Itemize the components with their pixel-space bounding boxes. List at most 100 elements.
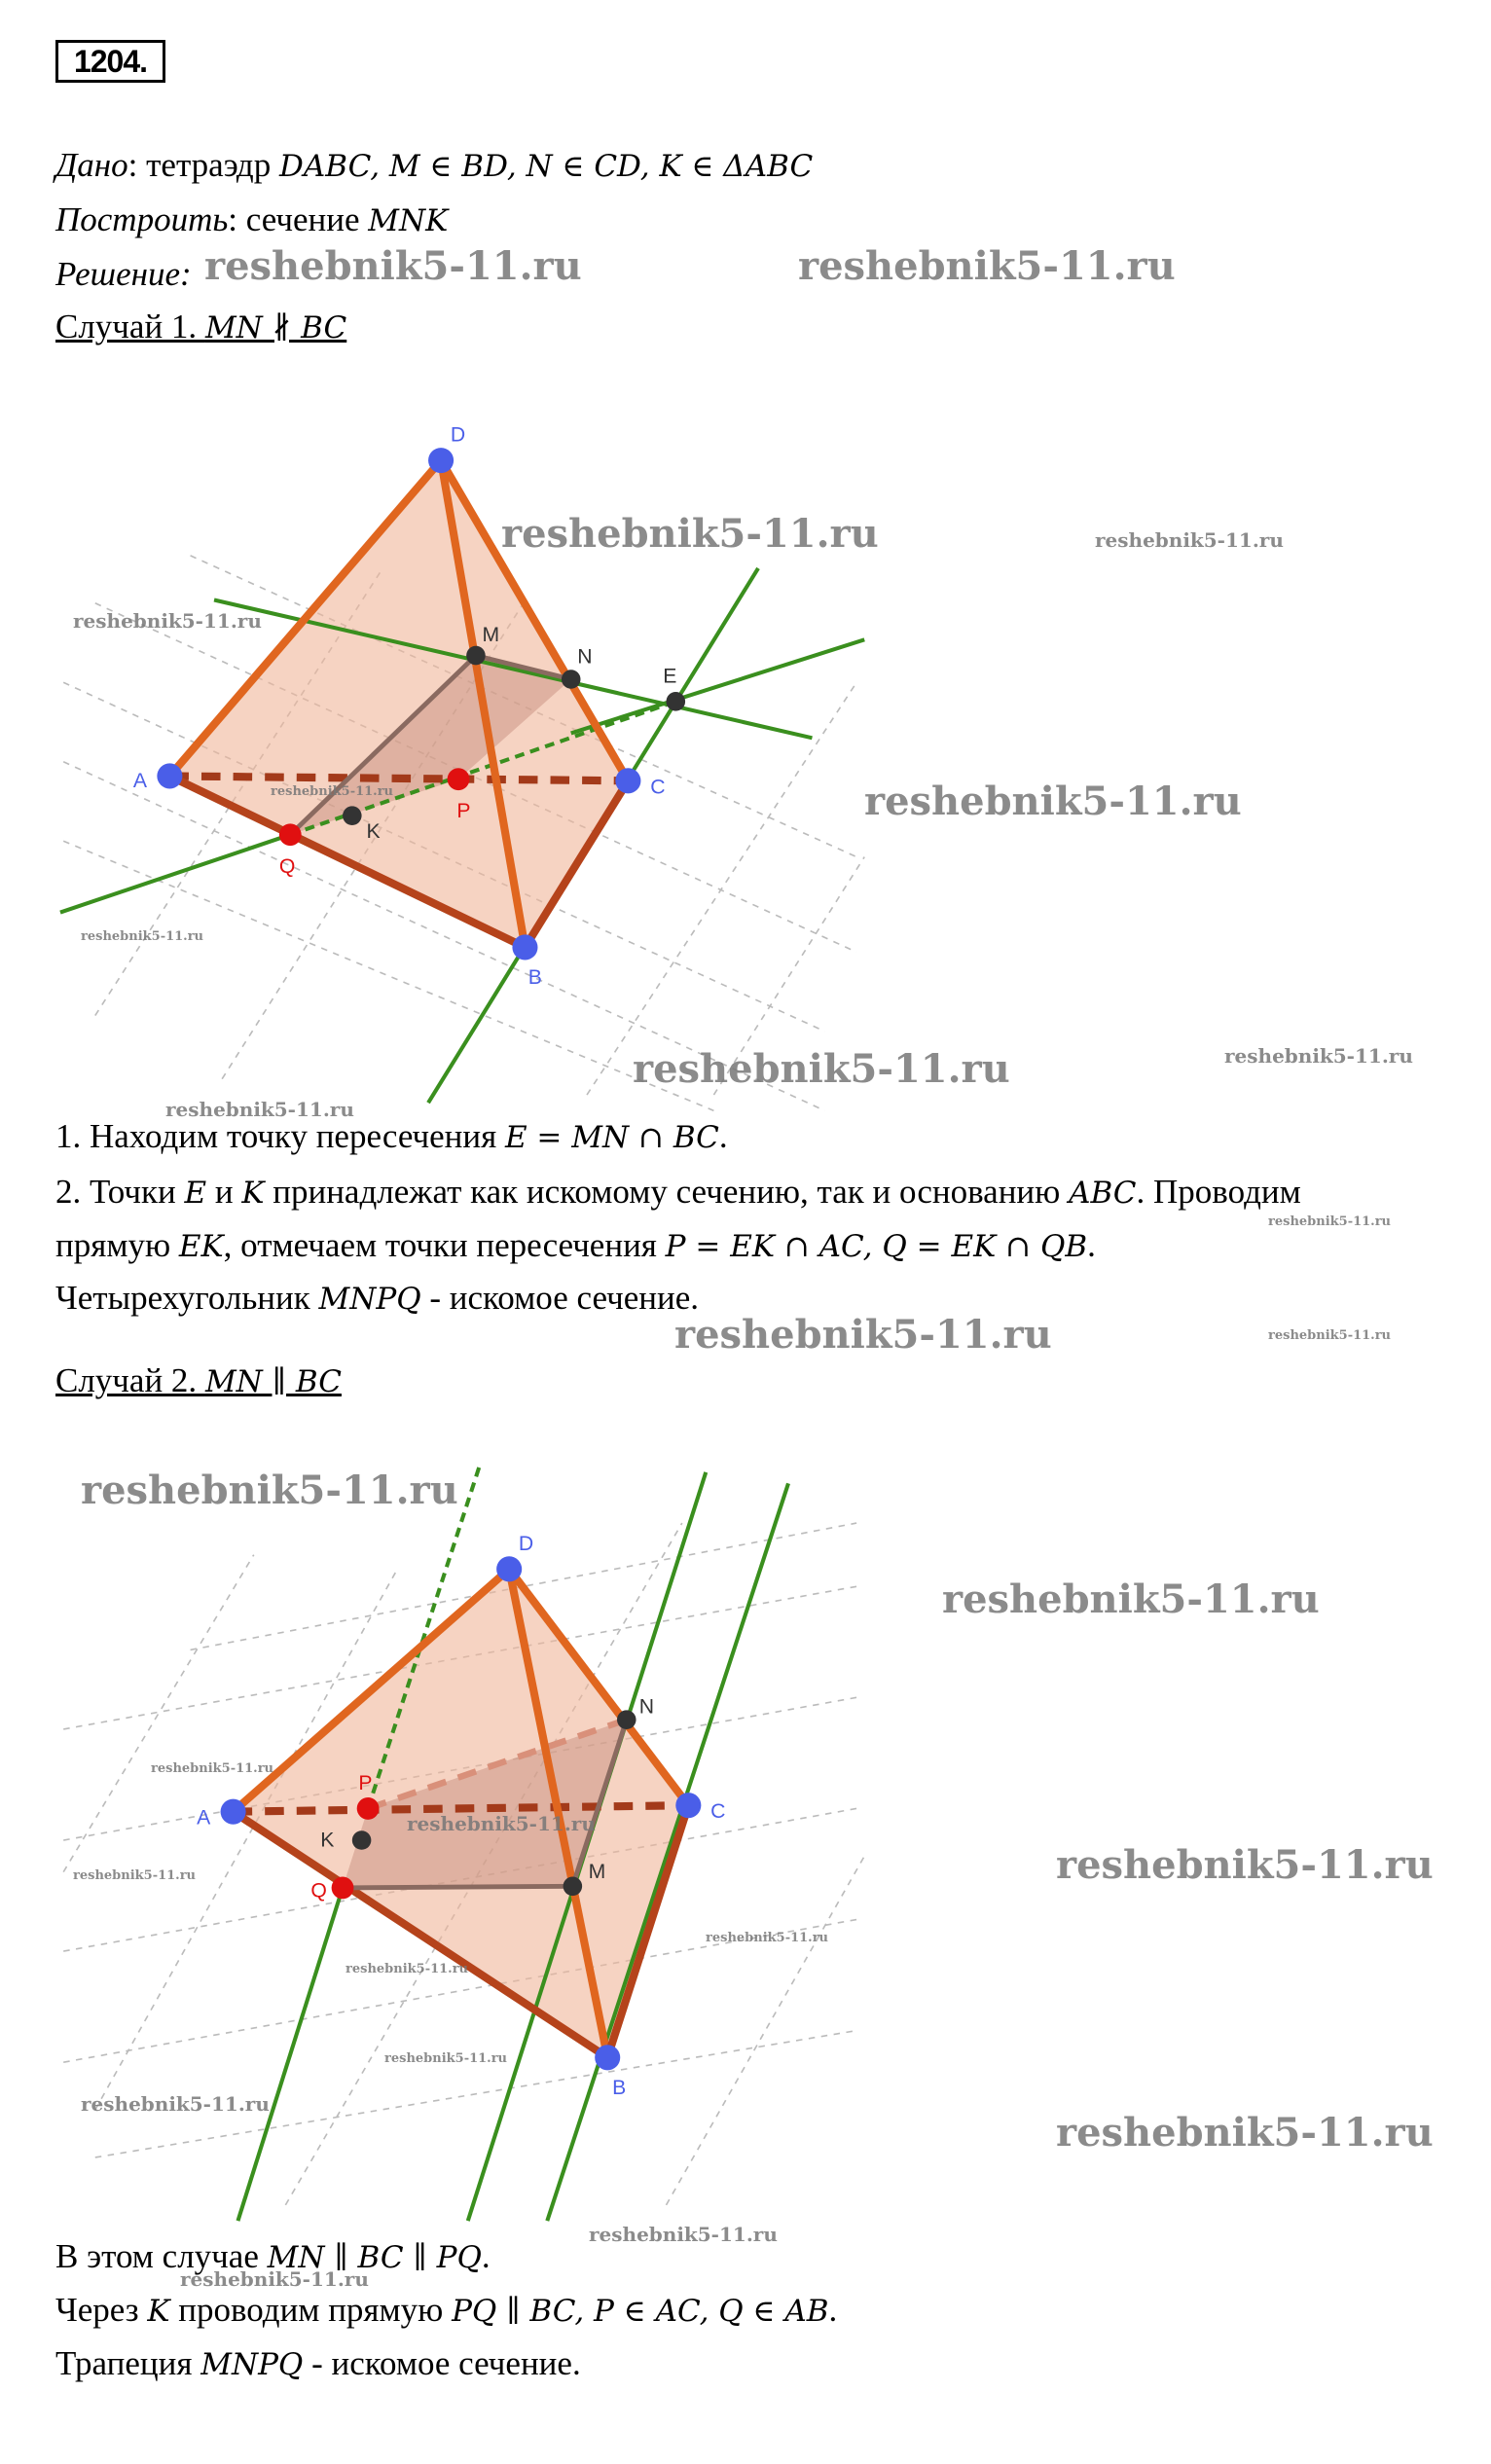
point-k [343,806,362,825]
point-a [157,763,183,789]
label-c: C [710,1800,725,1823]
case1-step-1: 1. Находим точку пересечения E = MN ∩ BC… [55,1119,728,1153]
watermark: reshebnik5-11.ru [633,1046,1010,1092]
watermark: reshebnik5-11.ru [1095,528,1284,552]
watermark: reshebnik5-11.ru [706,1931,829,1945]
watermark: reshebnik5-11.ru [674,1312,1052,1358]
step-end: - искомое сечение. [303,2344,581,2382]
label-n: N [639,1696,654,1719]
given-math: DABC, M ∈ BD, N ∈ CD, K ∈ ΔABC [278,149,814,184]
case2-conclusion: Трапеция MNPQ - искомое сечение. [55,2346,581,2380]
step-math: E = MN ∩ BC [504,1120,719,1155]
watermark: reshebnik5-11.ru [81,929,204,944]
point-k [351,1830,372,1850]
watermark: reshebnik5-11.ru [73,609,262,633]
watermark: reshebnik5-11.ru [81,2092,270,2116]
watermark: reshebnik5-11.ru [1224,1044,1413,1068]
label-m: M [589,1861,606,1883]
step-text: проводим прямую [169,2291,453,2329]
step-text: прямую [55,1226,179,1264]
label-e: E [663,665,676,687]
case1-step-2-cont: прямую EK, отмечаем точки пересечения P … [55,1228,1096,1262]
label-q: Q [279,855,295,878]
step-text: . Проводим [1136,1173,1301,1211]
solution-colon: : [180,255,192,293]
solution-label: Решение [55,255,181,293]
step-end: - искомое сечение. [420,1279,699,1317]
construct-text: : сечение [228,200,369,238]
point-n [616,1710,636,1729]
segment-pn [367,1717,628,1812]
watermark: reshebnik5-11.ru [589,2223,778,2246]
point-q [331,1876,354,1900]
watermark: reshebnik5-11.ru [165,1098,354,1121]
problem-number: 1204. [55,40,165,83]
point-c [615,768,641,794]
label-k: K [320,1830,334,1852]
case2-step-2: Через K проводим прямую PQ ∥ BC, P ∈ AC,… [55,2293,837,2327]
step-math: K [147,2294,170,2329]
case1-title: Случай 1. [55,308,205,345]
step-text: Через [55,2291,148,2329]
step-math: MNPQ [318,1282,421,1317]
point-a [220,1798,246,1825]
watermark: reshebnik5-11.ru [864,779,1242,824]
label-a: A [133,770,148,792]
case2-title: Случай 2. [55,1361,205,1399]
case1-conclusion: Четырехугольник MNPQ - искомое сечение. [55,1281,699,1315]
solution-line: Решение: [55,257,192,291]
step-math: K [241,1176,265,1211]
watermark: reshebnik5-11.ru [180,2267,369,2291]
watermark: reshebnik5-11.ru [501,511,879,557]
point-m [466,645,486,666]
construct-line: Построить: сечение MNK [55,202,448,236]
point-d [496,1556,523,1582]
case2-math: MN ∥ BC [204,1364,342,1399]
case1-heading: Случай 1. MN ∦ BC [55,309,346,344]
watermark: reshebnik5-11.ru [1056,2110,1434,2156]
given-text: : тетраэдр [127,146,279,184]
figure-case2: D A C B N M K P Q [62,1467,865,2222]
label-p: P [456,800,470,822]
label-d: D [451,424,465,447]
step-math: MN ∥ BC ∥ PQ [267,2240,482,2275]
edge-ac-hidden [233,1801,689,1816]
step-math: PQ ∥ BC, P ∈ AC, Q ∈ AB [452,2294,829,2329]
watermark: reshebnik5-11.ru [384,2051,508,2066]
label-b: B [612,2077,626,2099]
watermark: reshebnik5-11.ru [345,1962,469,1976]
step-math: P = EK ∩ AC, Q = EK ∩ QB [665,1229,1088,1264]
label-m: M [482,624,499,646]
watermark: reshebnik5-11.ru [1268,1214,1392,1229]
point-m [563,1876,583,1897]
point-n [561,670,581,689]
label-k: K [366,820,380,843]
construct-math: MNK [368,203,449,238]
point-e [666,692,686,711]
section-mnpq [343,1720,627,1888]
point-b [595,2045,621,2071]
step-text: , отмечаем точки пересечения [223,1226,666,1264]
label-c: C [650,776,665,798]
step-math: EK [178,1229,224,1264]
step-text: 2. Точки [55,1173,185,1211]
case2-heading: Случай 2. MN ∥ BC [55,1363,342,1397]
figure-case1: D A C B M N E K P Q [59,424,865,1112]
point-d [428,448,455,474]
step-text: и [206,1173,242,1211]
point-b [512,934,538,960]
step-end: . [828,2291,838,2329]
case2-step-1: В этом случае MN ∥ BC ∥ PQ. [55,2239,491,2273]
watermark: reshebnik5-11.ru [271,784,394,799]
label-n: N [577,646,592,669]
watermark: reshebnik5-11.ru [204,243,582,289]
given-label: Дано [55,146,128,184]
step-text: В этом случае [55,2237,268,2275]
step-math: MNPQ [200,2347,304,2382]
point-q [278,823,302,847]
step-text: 1. Находим точку пересечения [55,1117,505,1155]
point-c [675,1793,702,1819]
watermark: reshebnik5-11.ru [798,243,1176,289]
